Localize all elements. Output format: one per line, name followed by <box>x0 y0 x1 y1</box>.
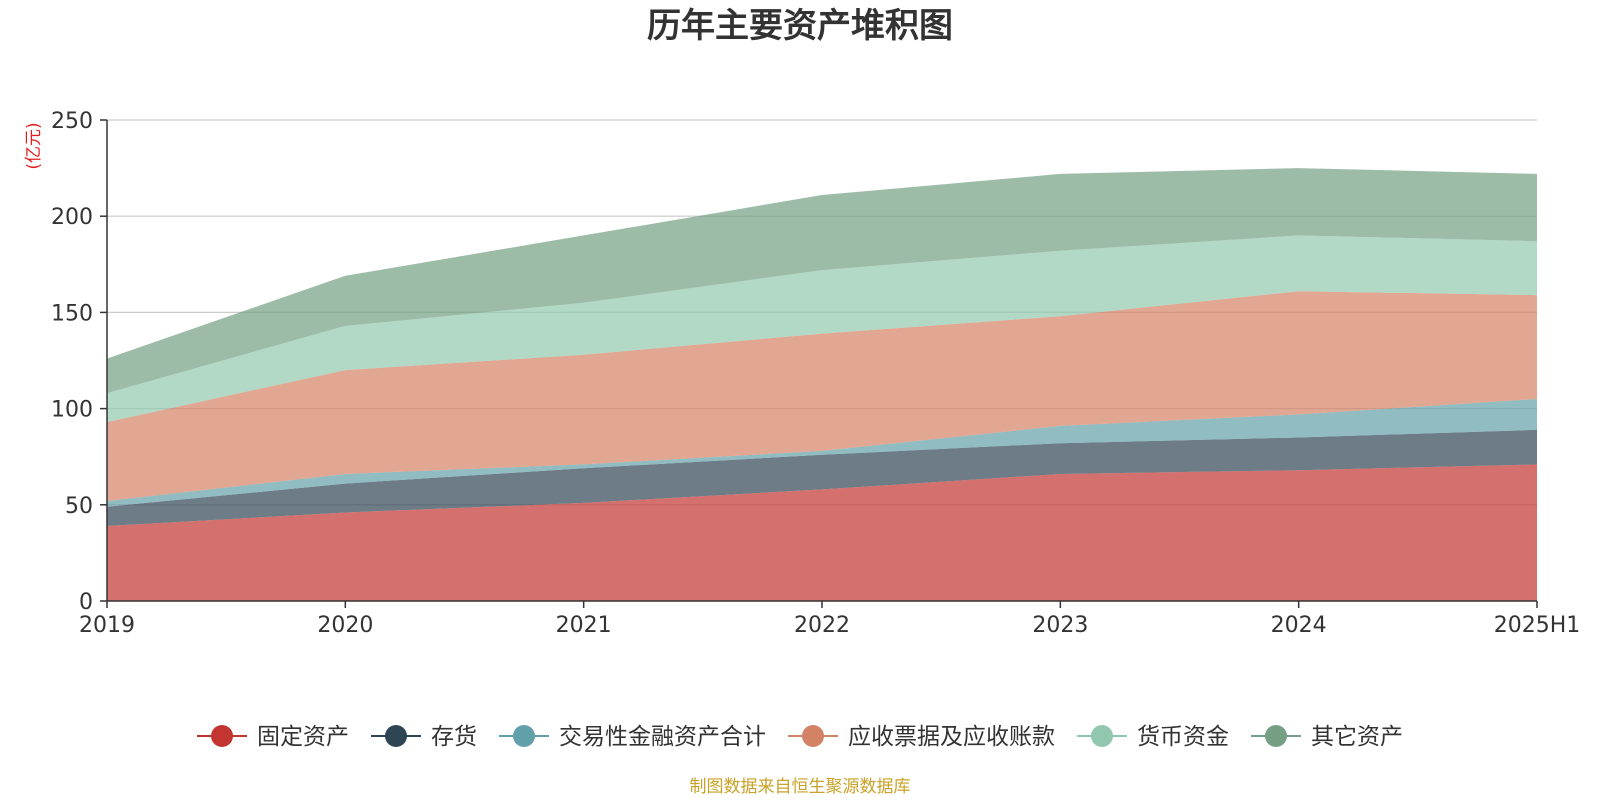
legend-item-1[interactable]: 固定资产 <box>197 724 349 750</box>
x-tick-label: 2024 <box>1271 613 1327 638</box>
y-tick-label: 50 <box>65 494 93 519</box>
legend-item-4[interactable]: 应收票据及应收账款 <box>788 724 1055 750</box>
area-series-2 <box>107 429 1537 526</box>
area-series-3 <box>107 399 1537 507</box>
y-tick-label: 100 <box>51 398 93 423</box>
x-tick-label: 2023 <box>1032 613 1088 638</box>
legend-circle-icon <box>385 725 407 747</box>
legend-circle-icon <box>802 725 824 747</box>
source-note: 制图数据来自恒生聚源数据库 <box>690 777 911 797</box>
legend-label: 应收票据及应收账款 <box>848 724 1055 750</box>
legend-circle-icon <box>211 725 233 747</box>
y-tick-label: 0 <box>79 590 93 615</box>
legend[interactable]: 固定资产 存货 交易性金融资产合计 应收票据及应收账款 货币资金 其它资产 <box>197 724 1403 750</box>
area-series-6 <box>107 168 1537 394</box>
y-tick-label: 250 <box>51 109 93 134</box>
x-tick-label: 2019 <box>79 613 135 638</box>
legend-item-3[interactable]: 交易性金融资产合计 <box>499 724 766 750</box>
x-tick-label: 2020 <box>317 613 373 638</box>
legend-item-6[interactable]: 其它资产 <box>1251 724 1403 750</box>
legend-circle-icon <box>1265 725 1287 747</box>
legend-circle-icon <box>513 725 535 747</box>
legend-item-2[interactable]: 存货 <box>371 724 477 750</box>
chart-title: 历年主要资产堆积图 <box>647 6 953 46</box>
x-tick-label: 2022 <box>794 613 850 638</box>
legend-label: 固定资产 <box>257 724 349 750</box>
area-series-4 <box>107 291 1537 501</box>
y-axis-unit: (亿元) <box>24 122 44 169</box>
y-tick-label: 200 <box>51 205 93 230</box>
legend-circle-icon <box>1091 725 1113 747</box>
x-tick-label: 2021 <box>556 613 612 638</box>
legend-label: 其它资产 <box>1311 724 1403 750</box>
area-series-5 <box>107 235 1537 423</box>
legend-label: 存货 <box>431 724 477 750</box>
legend-label: 交易性金融资产合计 <box>559 724 766 750</box>
legend-label: 货币资金 <box>1137 724 1229 750</box>
y-tick-label: 150 <box>51 301 93 326</box>
axes: 0 50 100 150 200 250 2019 2020 2021 2022 2023 2024 2… <box>51 109 1580 638</box>
x-tick-label: 2025H1 <box>1494 613 1581 638</box>
legend-item-5[interactable]: 货币资金 <box>1077 724 1229 750</box>
area-series-layer <box>107 168 1537 601</box>
area-series-1 <box>107 464 1537 601</box>
